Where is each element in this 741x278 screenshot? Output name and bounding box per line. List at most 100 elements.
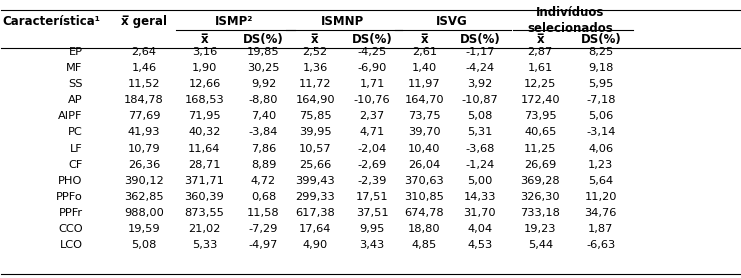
Text: 10,40: 10,40 <box>408 144 441 154</box>
Text: -10,76: -10,76 <box>353 95 391 105</box>
Text: 8,89: 8,89 <box>250 160 276 170</box>
Text: 7,86: 7,86 <box>251 144 276 154</box>
Text: 168,53: 168,53 <box>185 95 225 105</box>
Text: 5,44: 5,44 <box>528 240 553 250</box>
Text: 28,71: 28,71 <box>188 160 221 170</box>
Text: SS: SS <box>68 79 82 89</box>
Text: 9,18: 9,18 <box>588 63 614 73</box>
Text: DS(%): DS(%) <box>580 33 621 46</box>
Text: 1,87: 1,87 <box>588 224 614 234</box>
Text: 26,36: 26,36 <box>127 160 160 170</box>
Text: DS(%): DS(%) <box>459 33 500 46</box>
Text: x̅: x̅ <box>201 33 208 46</box>
Text: 17,64: 17,64 <box>299 224 331 234</box>
Text: 674,78: 674,78 <box>405 208 444 218</box>
Text: MF: MF <box>66 63 82 73</box>
Text: 4,85: 4,85 <box>412 240 437 250</box>
Text: 11,97: 11,97 <box>408 79 441 89</box>
Text: -7,29: -7,29 <box>249 224 278 234</box>
Text: DS(%): DS(%) <box>351 33 392 46</box>
Text: 40,65: 40,65 <box>524 128 556 138</box>
Text: 17,51: 17,51 <box>356 192 388 202</box>
Text: 1,46: 1,46 <box>131 63 156 73</box>
Text: 11,25: 11,25 <box>524 144 556 154</box>
Text: 184,78: 184,78 <box>124 95 164 105</box>
Text: 19,59: 19,59 <box>127 224 160 234</box>
Text: 299,33: 299,33 <box>295 192 335 202</box>
Text: 4,06: 4,06 <box>588 144 614 154</box>
Text: 5,08: 5,08 <box>467 111 493 121</box>
Text: 25,66: 25,66 <box>299 160 331 170</box>
Text: 8,25: 8,25 <box>588 47 614 57</box>
Text: 1,40: 1,40 <box>412 63 437 73</box>
Text: 5,00: 5,00 <box>467 176 493 186</box>
Text: 75,85: 75,85 <box>299 111 331 121</box>
Text: -4,97: -4,97 <box>249 240 278 250</box>
Text: 369,28: 369,28 <box>520 176 560 186</box>
Text: 1,71: 1,71 <box>359 79 385 89</box>
Text: 2,87: 2,87 <box>528 47 553 57</box>
Text: 5,64: 5,64 <box>588 176 614 186</box>
Text: 34,76: 34,76 <box>585 208 617 218</box>
Text: x̅: x̅ <box>311 33 319 46</box>
Text: PHO: PHO <box>59 176 82 186</box>
Text: -10,87: -10,87 <box>462 95 498 105</box>
Text: 172,40: 172,40 <box>520 95 560 105</box>
Text: 0,68: 0,68 <box>251 192 276 202</box>
Text: -2,39: -2,39 <box>357 176 387 186</box>
Text: 39,70: 39,70 <box>408 128 441 138</box>
Text: ISVG: ISVG <box>436 15 468 28</box>
Text: 12,66: 12,66 <box>188 79 221 89</box>
Text: -2,04: -2,04 <box>357 144 387 154</box>
Text: -8,80: -8,80 <box>249 95 278 105</box>
Text: PPFo: PPFo <box>56 192 82 202</box>
Text: 2,61: 2,61 <box>412 47 437 57</box>
Text: 18,80: 18,80 <box>408 224 441 234</box>
Text: 5,33: 5,33 <box>192 240 217 250</box>
Text: 733,18: 733,18 <box>520 208 560 218</box>
Text: LF: LF <box>70 144 82 154</box>
Text: 2,52: 2,52 <box>302 47 328 57</box>
Text: 873,55: 873,55 <box>185 208 225 218</box>
Text: 4,53: 4,53 <box>467 240 492 250</box>
Text: 21,02: 21,02 <box>188 224 221 234</box>
Text: AP: AP <box>68 95 82 105</box>
Text: 10,79: 10,79 <box>127 144 160 154</box>
Text: 11,72: 11,72 <box>299 79 331 89</box>
Text: 5,06: 5,06 <box>588 111 614 121</box>
Text: 164,70: 164,70 <box>405 95 444 105</box>
Text: 19,85: 19,85 <box>247 47 280 57</box>
Text: -3,14: -3,14 <box>586 128 616 138</box>
Text: 4,72: 4,72 <box>251 176 276 186</box>
Text: 1,90: 1,90 <box>192 63 217 73</box>
Text: 4,90: 4,90 <box>302 240 328 250</box>
Text: ISMP²: ISMP² <box>215 15 253 28</box>
Text: 37,51: 37,51 <box>356 208 388 218</box>
Text: -3,68: -3,68 <box>465 144 494 154</box>
Text: 988,00: 988,00 <box>124 208 164 218</box>
Text: -1,17: -1,17 <box>465 47 494 57</box>
Text: 4,71: 4,71 <box>359 128 385 138</box>
Text: 360,39: 360,39 <box>185 192 225 202</box>
Text: 3,16: 3,16 <box>192 47 217 57</box>
Text: 26,04: 26,04 <box>408 160 440 170</box>
Text: 11,58: 11,58 <box>247 208 280 218</box>
Text: -3,84: -3,84 <box>249 128 278 138</box>
Text: 2,37: 2,37 <box>359 111 385 121</box>
Text: EP: EP <box>69 47 82 57</box>
Text: 9,95: 9,95 <box>359 224 385 234</box>
Text: 164,90: 164,90 <box>296 95 335 105</box>
Text: ISMNP: ISMNP <box>321 15 364 28</box>
Text: 73,95: 73,95 <box>524 111 556 121</box>
Text: 370,63: 370,63 <box>405 176 445 186</box>
Text: 399,43: 399,43 <box>295 176 335 186</box>
Text: -1,24: -1,24 <box>465 160 494 170</box>
Text: 39,95: 39,95 <box>299 128 331 138</box>
Text: 5,95: 5,95 <box>588 79 614 89</box>
Text: 7,40: 7,40 <box>251 111 276 121</box>
Text: 326,30: 326,30 <box>520 192 560 202</box>
Text: 73,75: 73,75 <box>408 111 441 121</box>
Text: 11,64: 11,64 <box>188 144 221 154</box>
Text: CF: CF <box>68 160 82 170</box>
Text: 41,93: 41,93 <box>127 128 160 138</box>
